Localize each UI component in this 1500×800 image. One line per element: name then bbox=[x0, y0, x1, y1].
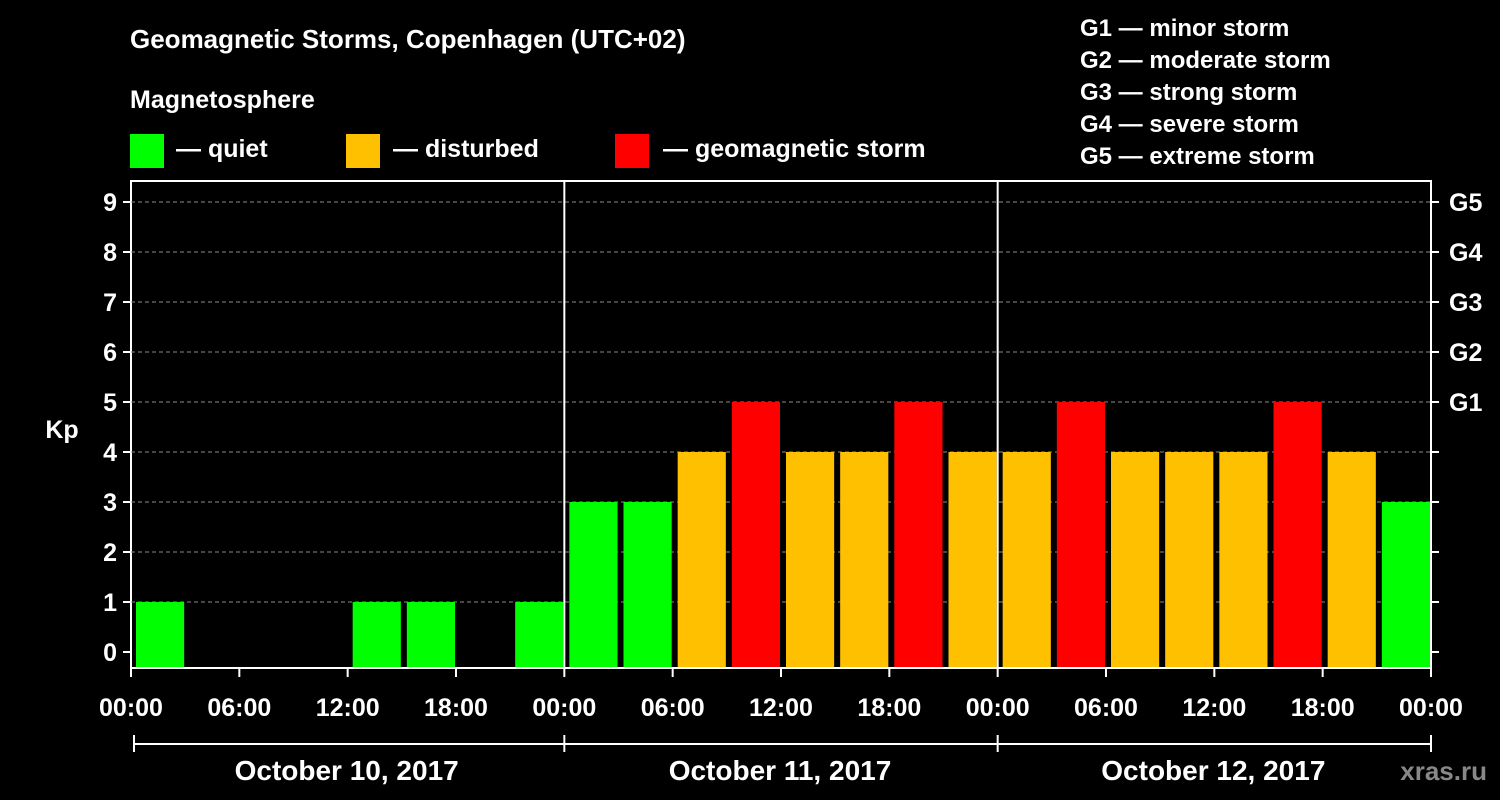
legend-swatch-disturbed bbox=[346, 134, 380, 168]
x-tick-label: 18:00 bbox=[424, 694, 488, 722]
chart-title: Geomagnetic Storms, Copenhagen (UTC+02) bbox=[130, 24, 686, 54]
scale-g2: G2 — moderate storm bbox=[1080, 47, 1331, 74]
y-tick-label: 9 bbox=[103, 189, 117, 217]
x-tick-label: 12:00 bbox=[749, 694, 813, 722]
y-tick-label: 1 bbox=[103, 589, 117, 617]
x-tick-label: 00:00 bbox=[966, 694, 1030, 722]
x-tick-label: 18:00 bbox=[857, 694, 921, 722]
legend-label-storm: — geomagnetic storm bbox=[663, 135, 926, 163]
y-axis-label: Kp bbox=[45, 416, 78, 444]
x-tick-label: 00:00 bbox=[1399, 694, 1463, 722]
kp-bar bbox=[1273, 402, 1322, 667]
g-scale-label: G2 bbox=[1449, 339, 1482, 367]
kp-bar bbox=[840, 452, 889, 667]
legend-swatch-quiet bbox=[130, 134, 164, 168]
scale-g3: G3 — strong storm bbox=[1080, 79, 1298, 106]
kp-bar bbox=[569, 502, 618, 667]
g-scale-label: G1 bbox=[1449, 389, 1482, 417]
kp-bar bbox=[1111, 452, 1160, 667]
y-tick-label: 8 bbox=[103, 239, 117, 267]
x-tick-label: 00:00 bbox=[99, 694, 163, 722]
scale-g1: G1 — minor storm bbox=[1080, 15, 1290, 42]
y-tick-label: 3 bbox=[103, 489, 117, 517]
y-tick-label: 7 bbox=[103, 289, 117, 317]
kp-bar bbox=[1165, 452, 1214, 667]
x-tick-label: 18:00 bbox=[1291, 694, 1355, 722]
legend-label-quiet: — quiet bbox=[176, 135, 268, 163]
y-tick-label: 5 bbox=[103, 389, 117, 417]
kp-bar bbox=[623, 502, 672, 667]
g-scale-label: G4 bbox=[1449, 239, 1482, 267]
scale-g4: G4 — severe storm bbox=[1080, 111, 1299, 138]
kp-bar bbox=[136, 602, 185, 667]
x-tick-label: 06:00 bbox=[641, 694, 705, 722]
kp-bar bbox=[677, 452, 726, 667]
day-label: October 10, 2017 bbox=[235, 755, 459, 786]
g-scale-label: G3 bbox=[1449, 289, 1482, 317]
kp-bar bbox=[1219, 452, 1268, 667]
y-tick-label: 2 bbox=[103, 539, 117, 567]
kp-bar bbox=[515, 602, 564, 667]
kp-bar bbox=[352, 602, 401, 667]
kp-bar bbox=[1381, 502, 1430, 667]
kp-bar bbox=[731, 402, 780, 667]
x-tick-label: 00:00 bbox=[532, 694, 596, 722]
day-label: October 11, 2017 bbox=[669, 755, 892, 786]
x-tick-label: 06:00 bbox=[1074, 694, 1138, 722]
x-tick-label: 06:00 bbox=[207, 694, 271, 722]
kp-bar bbox=[948, 452, 997, 667]
y-tick-label: 6 bbox=[103, 339, 117, 367]
y-tick-label: 0 bbox=[103, 639, 117, 667]
day-label: October 12, 2017 bbox=[1101, 755, 1325, 786]
x-tick-label: 12:00 bbox=[1182, 694, 1246, 722]
kp-bar bbox=[894, 402, 943, 667]
legend-swatch-storm bbox=[615, 134, 649, 168]
kp-bar bbox=[786, 452, 835, 667]
g-scale-label: G5 bbox=[1449, 189, 1482, 217]
kp-bar bbox=[1056, 402, 1105, 667]
legend-label-disturbed: — disturbed bbox=[393, 135, 539, 163]
kp-bar bbox=[406, 602, 455, 667]
kp-bar bbox=[1327, 452, 1376, 667]
watermark: xras.ru bbox=[1400, 756, 1487, 786]
chart-subtitle: Magnetosphere bbox=[130, 86, 315, 114]
scale-g5: G5 — extreme storm bbox=[1080, 143, 1315, 170]
x-tick-label: 12:00 bbox=[316, 694, 380, 722]
y-tick-label: 4 bbox=[103, 439, 117, 467]
kp-bar bbox=[1002, 452, 1051, 667]
